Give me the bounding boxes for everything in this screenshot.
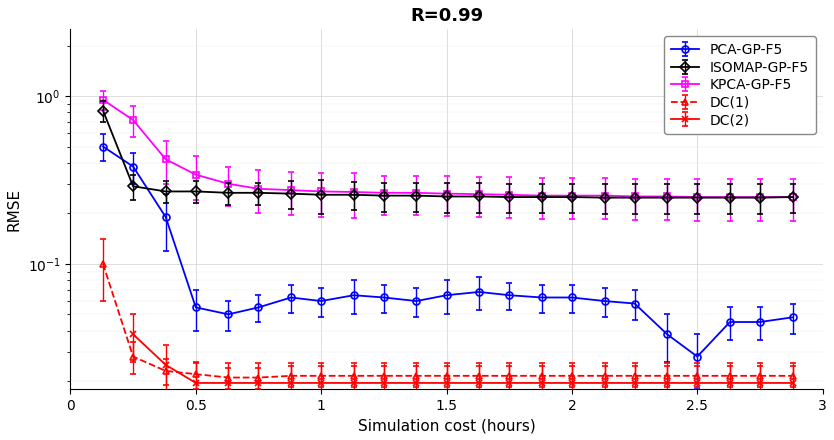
Legend: PCA-GP-F5, ISOMAP-GP-F5, KPCA-GP-F5, DC(1), DC(2): PCA-GP-F5, ISOMAP-GP-F5, KPCA-GP-F5, DC(… bbox=[664, 36, 816, 134]
Title: R=0.99: R=0.99 bbox=[410, 7, 483, 25]
Y-axis label: RMSE: RMSE bbox=[7, 187, 22, 231]
X-axis label: Simulation cost (hours): Simulation cost (hours) bbox=[358, 418, 535, 433]
